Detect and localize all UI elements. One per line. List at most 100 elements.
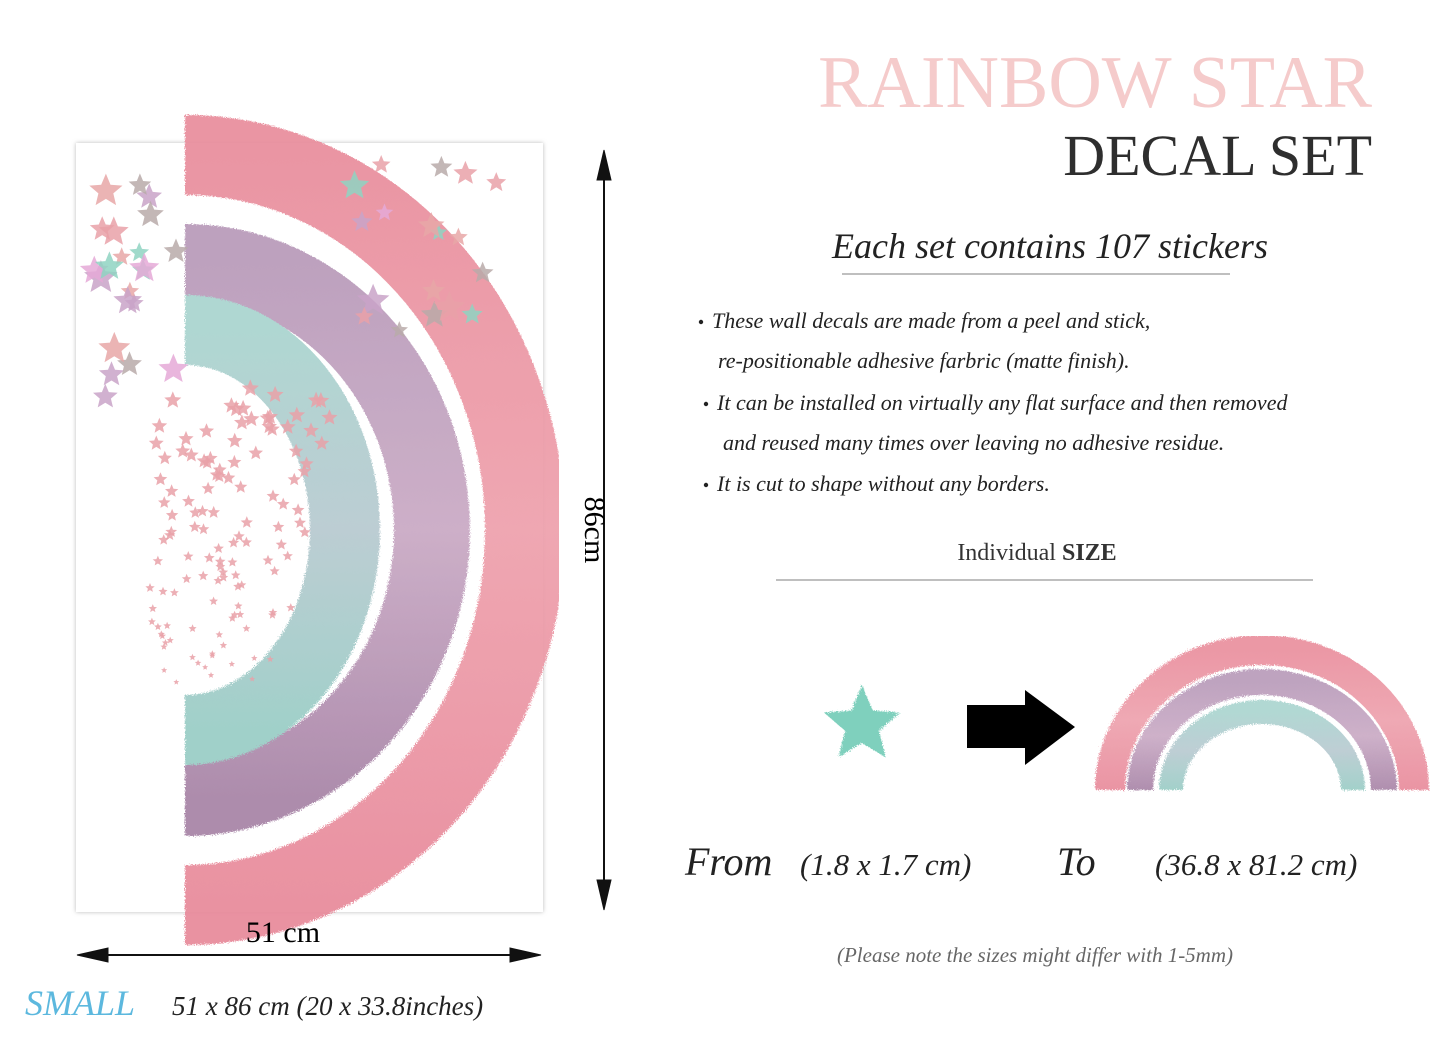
rainbow-band: [1159, 700, 1365, 791]
star: [189, 653, 196, 661]
star: [201, 481, 215, 495]
star: [234, 399, 252, 416]
star: [262, 408, 278, 424]
star: [275, 538, 287, 550]
star: [223, 397, 240, 413]
star: [221, 470, 236, 484]
bullet-line: It can be installed on virtually any fla…: [716, 390, 1288, 415]
bullet-dot: [703, 482, 709, 488]
star: [148, 435, 164, 450]
star: [117, 351, 142, 375]
star: [294, 516, 306, 528]
star: [94, 251, 124, 279]
star: [98, 216, 129, 245]
star: [282, 550, 293, 561]
star: [153, 472, 168, 486]
bullet-line: These wall decals are made from a peel a…: [712, 308, 1150, 333]
star: [152, 555, 163, 566]
star: [209, 596, 218, 605]
star: [198, 570, 209, 581]
star: [288, 406, 306, 423]
star: [242, 624, 251, 632]
star: [227, 400, 245, 417]
height-label: 86cm: [578, 497, 611, 564]
star: [230, 570, 241, 580]
star: [269, 565, 280, 576]
star: [277, 497, 290, 510]
star: [154, 622, 162, 630]
star: [251, 654, 258, 661]
bullet-line: re-positionable adhesive farbric (matte …: [718, 348, 1130, 373]
rainbow-band: [1127, 669, 1397, 791]
star: [237, 580, 247, 589]
star: [136, 183, 162, 208]
arrowhead: [596, 149, 612, 181]
star: [207, 672, 215, 678]
star: [164, 529, 176, 540]
bullet-dot: [698, 319, 704, 325]
star: [234, 480, 248, 493]
star: [418, 212, 445, 238]
from-size: (1.8 x 1.7 cm): [800, 847, 971, 882]
star: [339, 170, 370, 199]
star: [268, 608, 278, 617]
star: [218, 567, 229, 577]
star: [203, 450, 218, 465]
rainbow-band: [1095, 635, 1429, 791]
rainbow-band: [184, 115, 565, 945]
star: [145, 583, 155, 592]
star: [164, 391, 182, 408]
star: [209, 467, 224, 481]
arrowhead: [509, 947, 542, 963]
star: [189, 506, 202, 518]
star: [249, 675, 256, 682]
star: [148, 604, 157, 613]
star: [230, 610, 239, 619]
bullet-line: It is cut to shape without any borders.: [716, 471, 1050, 496]
star: [165, 508, 179, 521]
bullet-dot: [703, 401, 709, 407]
star: [228, 660, 235, 667]
star-icon: [824, 685, 900, 758]
size-heading: Individual SIZE: [957, 540, 1116, 566]
dimension-arrows: [76, 149, 612, 963]
star: [288, 443, 304, 458]
arrow-icon: [967, 690, 1075, 765]
star: [307, 391, 325, 408]
star: [157, 450, 172, 465]
star: [197, 523, 210, 535]
star: [266, 385, 284, 402]
star: [240, 536, 252, 547]
star: [158, 496, 171, 508]
star: [200, 455, 215, 469]
star: [420, 300, 448, 327]
star: [181, 573, 192, 584]
star: [137, 200, 164, 227]
star: [227, 432, 243, 448]
star: [236, 610, 245, 619]
star: [202, 664, 209, 670]
star: [178, 430, 194, 446]
star: [219, 641, 228, 649]
star: [321, 409, 338, 425]
star: [160, 643, 168, 650]
star: [128, 173, 152, 195]
variant-name: SMALL: [25, 983, 135, 1023]
rainbow-icon: [1095, 635, 1429, 791]
star: [262, 554, 274, 565]
star: [170, 588, 179, 597]
star: [182, 494, 195, 507]
star: [93, 383, 118, 408]
star: [240, 516, 253, 528]
star: [213, 542, 224, 553]
rainbow: [184, 115, 565, 945]
star: [291, 503, 305, 516]
star: [148, 617, 156, 626]
star: [299, 456, 314, 470]
star: [151, 417, 168, 433]
star: [213, 575, 223, 585]
star: [314, 435, 330, 450]
star: [471, 261, 494, 283]
star: [227, 557, 238, 567]
